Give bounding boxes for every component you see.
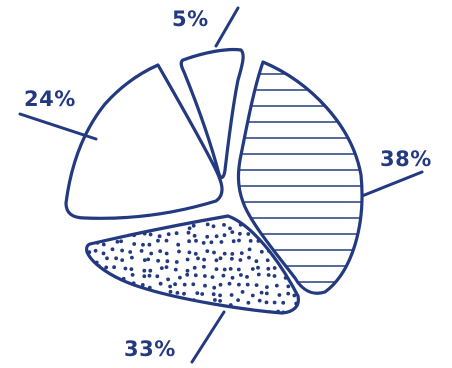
leader-line xyxy=(190,310,226,364)
pie-slice xyxy=(179,47,245,180)
leader-line xyxy=(360,170,424,198)
leader-line xyxy=(214,6,240,48)
leader-line xyxy=(18,112,98,141)
slice-label: 38% xyxy=(380,147,432,171)
slice-label: 24% xyxy=(24,87,76,111)
leader-lines xyxy=(18,6,424,364)
slices xyxy=(64,47,364,315)
pie-slice xyxy=(236,60,364,295)
pie-slice xyxy=(64,63,224,220)
slice-label: 5% xyxy=(172,7,209,31)
pie-slice xyxy=(85,214,300,315)
slice-labels: 5% 38% 33% 24% xyxy=(24,7,432,361)
slice-label: 33% xyxy=(124,337,176,361)
